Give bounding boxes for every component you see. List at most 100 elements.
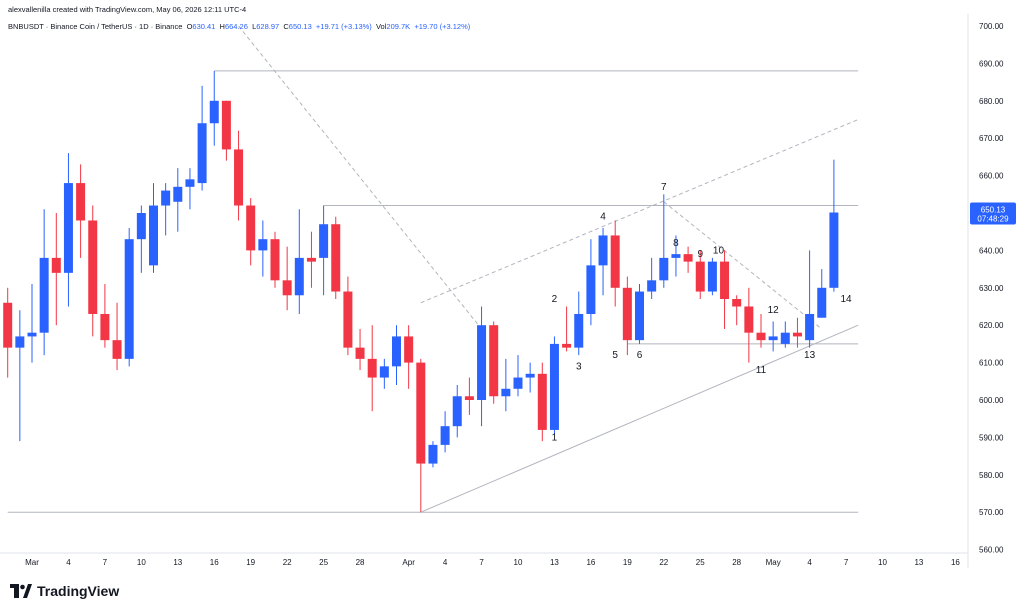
symbol-legend[interactable]: BNBUSDT · Binance Coin / TetherUS · 1D ·… [8, 22, 470, 31]
candle-body[interactable] [282, 280, 292, 296]
close-label: C [283, 22, 289, 31]
candle-body[interactable] [598, 235, 608, 266]
candle-body[interactable] [173, 186, 183, 202]
price-tick-label: 690.00 [979, 59, 1004, 68]
candle-body[interactable] [39, 257, 49, 333]
trend-line[interactable] [420, 324, 859, 513]
candle-body[interactable] [63, 183, 73, 273]
candle-body[interactable] [209, 100, 219, 124]
candle-body[interactable] [88, 220, 98, 314]
candle-body[interactable] [720, 261, 730, 300]
candle-body[interactable] [549, 343, 559, 430]
symbol-name[interactable]: BNBUSDT · Binance Coin / TetherUS · 1D ·… [8, 22, 183, 31]
candle-body[interactable] [270, 239, 280, 281]
candle-body[interactable] [513, 377, 523, 389]
candle-body[interactable] [805, 313, 815, 341]
candle-body[interactable] [695, 261, 705, 292]
candle-body[interactable] [671, 254, 681, 258]
candle-body[interactable] [464, 396, 474, 400]
candle-body[interactable] [744, 306, 754, 333]
candle-body[interactable] [124, 239, 134, 359]
time-tick-label: 25 [696, 558, 705, 567]
candle-body[interactable] [76, 183, 86, 221]
candle-body[interactable] [780, 332, 790, 344]
wave-label-13: 13 [804, 350, 816, 361]
candle-body[interactable] [379, 366, 389, 378]
price-tick-label: 700.00 [979, 22, 1004, 31]
candle-body[interactable] [197, 123, 207, 184]
tradingview-logo[interactable]: TradingView [10, 583, 119, 599]
time-tick-label: 28 [356, 558, 365, 567]
candle-body[interactable] [15, 336, 25, 348]
candle-body[interactable] [294, 257, 304, 296]
candle-body[interactable] [440, 426, 450, 445]
candle-body[interactable] [367, 358, 377, 378]
candle-body[interactable] [622, 287, 632, 341]
candle-body[interactable] [562, 343, 572, 348]
candle-body[interactable] [610, 235, 620, 288]
candle-body[interactable] [732, 299, 742, 307]
low-label: L [252, 22, 257, 31]
candle-body[interactable] [404, 336, 414, 363]
candle-body[interactable] [477, 325, 487, 400]
dashed-trend-line[interactable] [663, 201, 823, 330]
candle-body[interactable] [647, 280, 657, 292]
candle-body[interactable] [416, 362, 426, 464]
candle-body[interactable] [355, 347, 365, 359]
wave-label-11: 11 [756, 365, 767, 376]
candle-body[interactable] [392, 336, 401, 367]
candle-body[interactable] [574, 313, 584, 348]
candle-body[interactable] [683, 254, 693, 262]
time-tick-label: 22 [283, 558, 292, 567]
candle-body[interactable] [3, 302, 13, 348]
dashed-trend-line[interactable] [420, 119, 859, 304]
candle-body[interactable] [136, 213, 146, 240]
candle-body[interactable] [829, 212, 839, 288]
candle-body[interactable] [51, 257, 61, 273]
time-tick-label: 7 [103, 558, 108, 567]
price-tick-label: 620.00 [979, 321, 1004, 330]
candle-body[interactable] [428, 444, 438, 464]
candle-body[interactable] [306, 257, 316, 262]
bar-countdown: 07:48:29 [977, 215, 1009, 224]
candle-body[interactable] [452, 396, 462, 427]
candle-body[interactable] [149, 205, 158, 266]
wave-label-4: 4 [600, 212, 606, 223]
candle-body[interactable] [161, 190, 171, 206]
time-tick-label: 7 [844, 558, 849, 567]
candle-body[interactable] [27, 332, 37, 337]
time-tick-label: 13 [173, 558, 182, 567]
candle-body[interactable] [185, 179, 195, 187]
candle-body[interactable] [537, 373, 547, 430]
candle-body[interactable] [586, 265, 596, 314]
candle-body[interactable] [343, 291, 353, 348]
candle-body[interactable] [707, 261, 717, 292]
candle-body[interactable] [234, 149, 244, 206]
candle-body[interactable] [659, 257, 669, 281]
time-tick-label: 16 [210, 558, 219, 567]
candle-body[interactable] [817, 287, 827, 318]
dashed-trend-line[interactable] [238, 25, 482, 330]
wave-label-1: 1 [552, 432, 558, 443]
candle-body[interactable] [112, 340, 122, 359]
candle-body[interactable] [221, 100, 231, 150]
price-tick-label: 640.00 [979, 246, 1004, 255]
candle-body[interactable] [489, 325, 499, 397]
candle-body[interactable] [635, 291, 644, 341]
candle-body[interactable] [501, 388, 511, 397]
time-tick-label: Apr [402, 558, 415, 567]
candle-body[interactable] [258, 239, 268, 251]
price-tick-label: 590.00 [979, 433, 1004, 442]
candle-body[interactable] [319, 224, 329, 258]
candle-body[interactable] [100, 313, 110, 341]
candle-body[interactable] [756, 332, 766, 341]
candle-body[interactable] [331, 224, 341, 292]
wave-label-12: 12 [768, 305, 780, 316]
candle-body[interactable] [768, 336, 778, 341]
candle-body[interactable] [792, 332, 802, 337]
candle-body[interactable] [525, 373, 535, 378]
axes: 700.00690.00680.00670.00660.00650.00640.… [0, 14, 1016, 568]
candle-body[interactable] [246, 205, 256, 251]
